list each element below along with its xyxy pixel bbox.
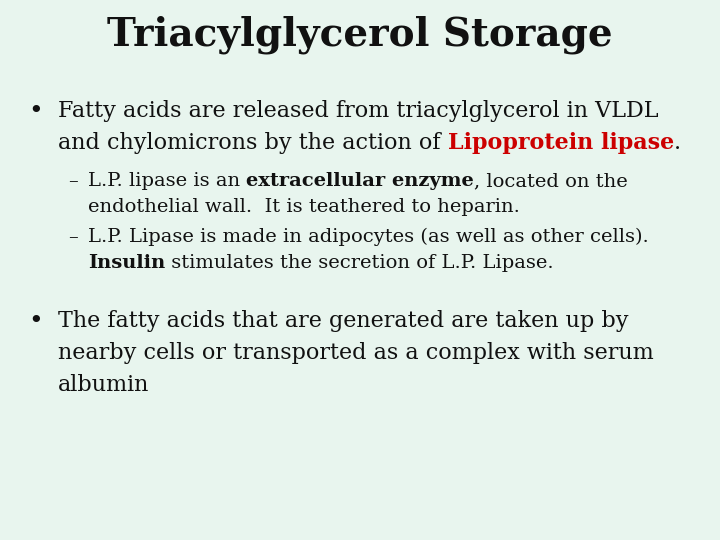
Text: albumin: albumin	[58, 374, 149, 396]
Text: –: –	[68, 228, 78, 246]
Text: The fatty acids that are generated are taken up by: The fatty acids that are generated are t…	[58, 310, 629, 332]
Text: extracellular enzyme: extracellular enzyme	[246, 172, 474, 190]
Text: , located on the: , located on the	[474, 172, 628, 190]
Text: stimulates the secretion of L.P. Lipase.: stimulates the secretion of L.P. Lipase.	[166, 254, 554, 272]
Text: nearby cells or transported as a complex with serum: nearby cells or transported as a complex…	[58, 342, 654, 364]
Text: L.P. Lipase is made in adipocytes (as well as other cells).: L.P. Lipase is made in adipocytes (as we…	[88, 228, 649, 246]
Text: and chylomicrons by the action of: and chylomicrons by the action of	[58, 132, 448, 154]
Text: Lipoprotein lipase: Lipoprotein lipase	[448, 132, 674, 154]
Text: Fatty acids are released from triacylglycerol in VLDL: Fatty acids are released from triacylgly…	[58, 100, 659, 122]
Text: Insulin: Insulin	[88, 254, 166, 272]
Text: •: •	[28, 310, 42, 333]
Text: •: •	[28, 100, 42, 123]
Text: –: –	[68, 172, 78, 190]
Text: Triacylglycerol Storage: Triacylglycerol Storage	[107, 15, 613, 53]
Text: L.P. lipase is an: L.P. lipase is an	[88, 172, 246, 190]
Text: endothelial wall.  It is teathered to heparin.: endothelial wall. It is teathered to hep…	[88, 198, 520, 216]
Text: .: .	[674, 132, 681, 154]
